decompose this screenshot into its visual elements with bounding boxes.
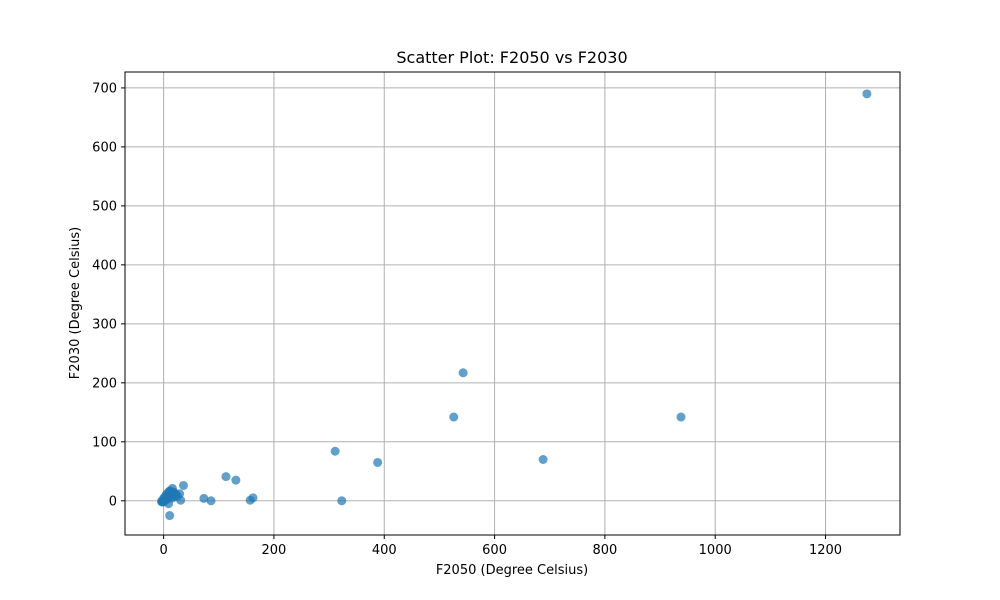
x-tick-label: 1200 bbox=[809, 543, 842, 558]
y-tick-label: 700 bbox=[92, 81, 117, 96]
x-tick-label: 600 bbox=[482, 543, 507, 558]
data-point bbox=[164, 499, 174, 509]
data-point bbox=[248, 493, 258, 503]
data-point bbox=[231, 475, 241, 485]
data-points bbox=[156, 89, 872, 521]
data-point bbox=[221, 472, 231, 482]
data-point bbox=[458, 368, 468, 378]
data-point bbox=[165, 511, 175, 521]
y-tick-label: 500 bbox=[92, 199, 117, 214]
data-point bbox=[330, 446, 340, 456]
y-tick-label: 300 bbox=[92, 317, 117, 332]
data-point bbox=[538, 455, 548, 465]
y-axis-label: F2030 (Degree Celsius) bbox=[68, 227, 83, 379]
y-tick-label: 100 bbox=[92, 435, 117, 450]
x-tick-label: 800 bbox=[592, 543, 617, 558]
x-tick-label: 0 bbox=[159, 543, 167, 558]
data-point bbox=[676, 412, 686, 422]
y-tick-label: 600 bbox=[92, 140, 117, 155]
plot-area-frame bbox=[124, 71, 901, 536]
data-point bbox=[862, 89, 872, 99]
x-axis-label: F2050 (Degree Celsius) bbox=[436, 563, 588, 578]
data-point bbox=[199, 493, 209, 503]
grid bbox=[125, 72, 900, 535]
data-point bbox=[373, 457, 383, 467]
chart-title: Scatter Plot: F2050 vs F2030 bbox=[396, 48, 627, 67]
y-tick-label: 400 bbox=[92, 258, 117, 273]
data-point bbox=[178, 480, 188, 490]
data-point bbox=[206, 496, 216, 506]
x-tick-label: 200 bbox=[262, 543, 287, 558]
y-tick-label: 0 bbox=[109, 494, 117, 509]
x-tick-label: 1000 bbox=[699, 543, 732, 558]
axis-ticks: 0 200 400 600 800 1000 1200 0 100 200 300 400 500 600… bbox=[92, 81, 842, 558]
data-point bbox=[171, 490, 181, 500]
data-point bbox=[449, 412, 459, 422]
y-tick-label: 200 bbox=[92, 376, 117, 391]
data-point bbox=[337, 496, 347, 506]
x-tick-label: 400 bbox=[372, 543, 397, 558]
